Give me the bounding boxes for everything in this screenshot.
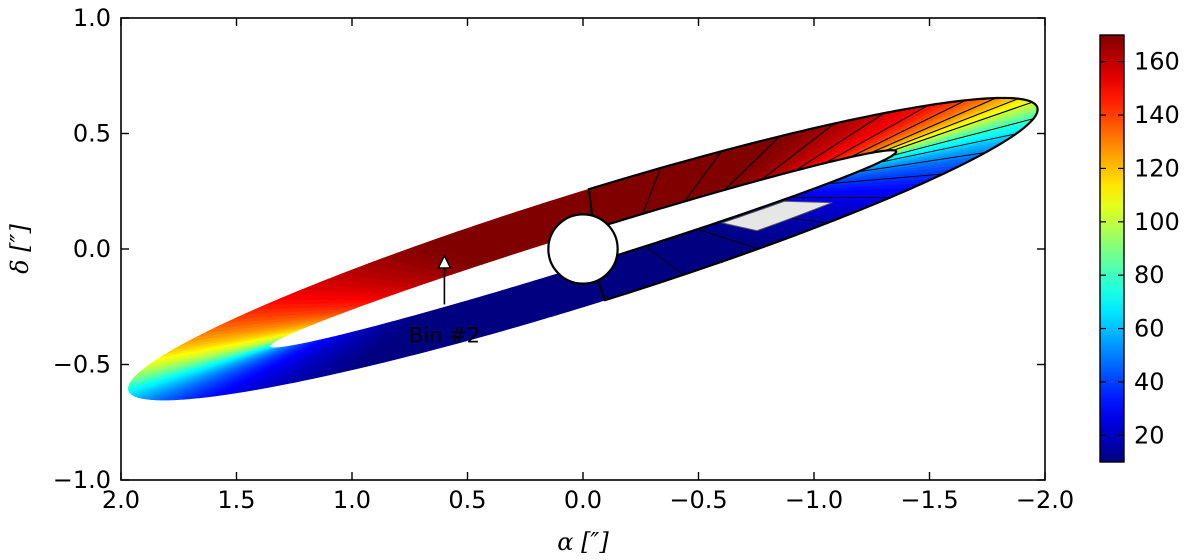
x-tick-label: 1.0 <box>333 486 371 514</box>
bin-separator <box>684 150 722 202</box>
bin-separator <box>892 118 1034 157</box>
annotation-text: Bin #2 <box>409 323 480 347</box>
y-tick-label: −0.5 <box>53 351 111 379</box>
x-tick-label: −0.5 <box>669 486 727 514</box>
colorbar-tick-label: 120 <box>1134 154 1180 182</box>
bin-separator <box>850 99 967 158</box>
highlighted-bin <box>720 200 833 232</box>
y-tick-label: 0.5 <box>73 120 111 148</box>
colorbar-tick-label: 40 <box>1134 368 1165 396</box>
x-tick-label: 1.5 <box>217 486 255 514</box>
colorbar-tick-label: 160 <box>1134 48 1180 76</box>
y-tick-label: 1.0 <box>73 4 111 32</box>
bin-separator <box>884 98 1019 152</box>
overlay <box>547 96 1039 302</box>
bin-separator <box>824 104 929 164</box>
y-tick-label: −1.0 <box>53 466 111 494</box>
colorbar-tick-label: 140 <box>1134 101 1180 129</box>
bin-separator <box>795 112 885 172</box>
bin-separator <box>857 151 986 173</box>
disk-cell <box>128 375 177 393</box>
colorbar-tick-label: 20 <box>1134 421 1165 449</box>
bin-separator <box>827 173 944 185</box>
x-axis: 2.0 1.5 1.0 0.5 0.0 −0.5 −1.0 −1.5 −2.0 <box>102 18 1074 514</box>
x-tick-label: 2.0 <box>102 486 140 514</box>
bin-separator <box>642 167 661 214</box>
colorbar-tick-label: 100 <box>1134 208 1180 236</box>
y-axis: 1.0 0.5 0.0 −0.5 −1.0 <box>53 4 1045 494</box>
x-tick-label: −1.0 <box>785 486 843 514</box>
annotation-arrow-head <box>437 254 452 269</box>
y-tick-label: 0.0 <box>73 235 111 263</box>
bin-separator <box>761 123 835 181</box>
bin-separator <box>724 135 781 191</box>
bin-separator <box>893 101 1033 151</box>
bin-separator <box>645 245 684 276</box>
bin-separator <box>879 133 1017 163</box>
colorbar <box>1099 34 1125 463</box>
colorbar-tick-label: 80 <box>1134 261 1165 289</box>
bin-separator <box>697 228 759 250</box>
x-tick-label: 0.5 <box>448 486 486 514</box>
mask-circle <box>547 213 619 285</box>
x-tick-label: −1.5 <box>900 486 958 514</box>
x-axis-label: α [″] <box>557 528 609 556</box>
bin-separator <box>869 97 997 154</box>
colorbar-ticks: 20 40 60 80 100 120 140 160 <box>1100 48 1180 449</box>
bin-annotation: Bin #2 <box>409 254 480 347</box>
colorbar-tick-label: 60 <box>1134 315 1165 343</box>
y-axis-label: δ [″] <box>6 223 34 273</box>
x-tick-label: 0.0 <box>564 486 602 514</box>
x-tick-label: −2.0 <box>1016 486 1074 514</box>
